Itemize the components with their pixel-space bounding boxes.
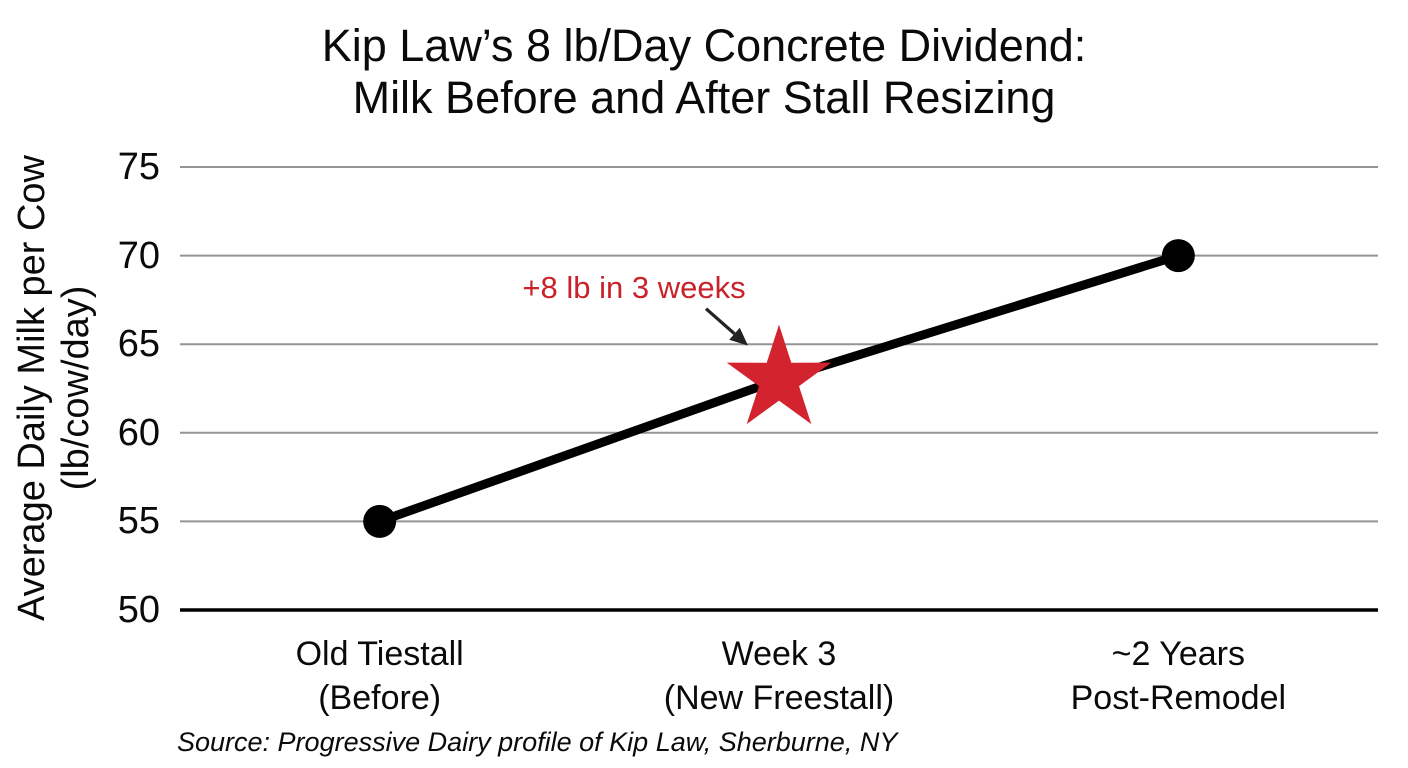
data-point-2 <box>1161 239 1195 273</box>
star-marker-week3 <box>726 324 832 425</box>
annotation-arrow-head <box>729 327 748 346</box>
x-category-label-1: Week 3 (New Freestall) <box>663 635 895 718</box>
annotation-arrow-shaft <box>704 307 736 335</box>
source-note: Source: Progressive Dairy profile of Kip… <box>177 727 898 757</box>
y-tick-label-50: 50 <box>117 589 160 631</box>
chart-title: Kip Law’s 8 lb/Day Concrete Dividend: Mi… <box>321 20 1087 124</box>
x-category-label-2: ~2 Years Post-Remodel <box>1070 635 1287 718</box>
annotation-text: +8 lb in 3 weeks <box>522 270 746 305</box>
data-point-0 <box>363 504 397 538</box>
y-tick-label-55: 55 <box>117 500 160 543</box>
x-category-label-0: Old Tiestall (Before) <box>295 635 464 718</box>
y-tick-label-70: 70 <box>117 234 160 277</box>
y-tick-label-65: 65 <box>117 323 160 366</box>
y-tick-label-75: 75 <box>117 146 160 188</box>
y-tick-label-60: 60 <box>117 411 160 454</box>
